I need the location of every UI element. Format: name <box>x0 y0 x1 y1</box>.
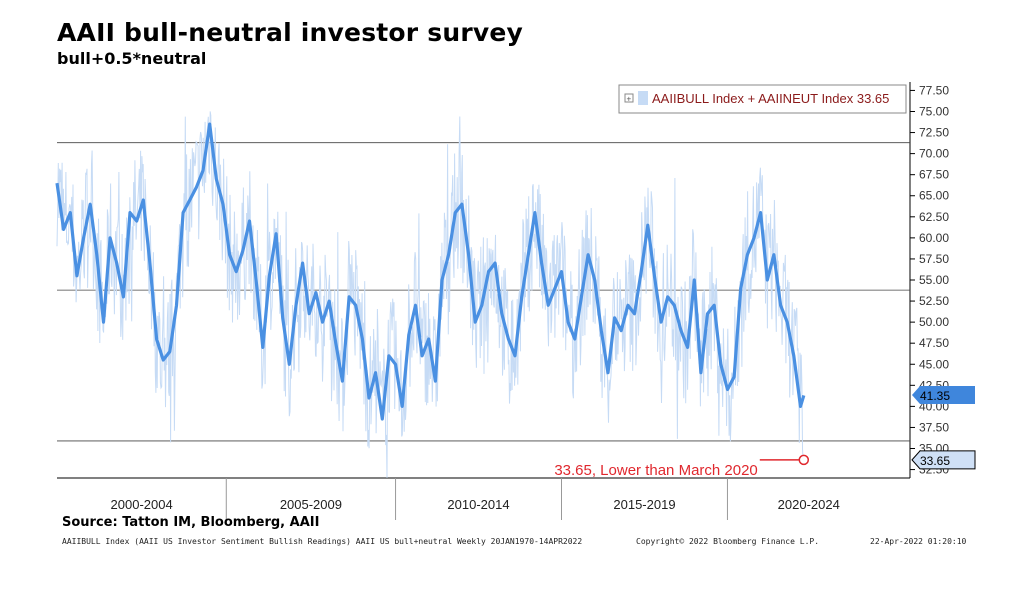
legend-box <box>618 84 907 114</box>
x-category-label: 2005-2009 <box>280 497 342 512</box>
x-category-label: 2015-2019 <box>613 497 675 512</box>
y-tick-label: 45.00 <box>919 357 949 371</box>
x-category-label: 2010-2014 <box>447 497 509 512</box>
x-category-label: 2000-2004 <box>111 497 173 512</box>
y-tick-label: 70.00 <box>919 147 949 161</box>
last-value-tag <box>912 386 975 405</box>
chart-subtitle: bull+0.5*neutral <box>57 49 207 68</box>
y-tick-label: 75.00 <box>919 104 949 118</box>
last-value-label: 33.65 <box>920 454 950 468</box>
y-tick-label: 77.50 <box>919 83 949 97</box>
last-value-tag <box>911 450 976 470</box>
moving-average-line <box>55 122 806 421</box>
chart-title: AAII bull-neutral investor survey <box>57 18 523 47</box>
legend-label: AAIIBULL Index + AAIINEUT Index 33.65 <box>652 91 889 106</box>
last-value-label: 41.35 <box>920 389 950 403</box>
legend-toggle-icon <box>624 93 634 103</box>
y-tick-label: 72.50 <box>919 126 949 140</box>
y-tick-label: 67.50 <box>919 168 949 182</box>
y-tick-label: 37.50 <box>919 420 949 434</box>
y-tick-label: 62.50 <box>919 210 949 224</box>
y-tick-label: 60.00 <box>919 231 949 245</box>
legend-swatch <box>638 91 648 105</box>
weekly-series-line <box>56 111 804 478</box>
y-tick-label: 55.00 <box>919 273 949 287</box>
y-tick-label: 47.50 <box>919 336 949 350</box>
y-tick-label: 50.00 <box>919 315 949 329</box>
legend-toggle-glyph: + <box>627 95 632 104</box>
y-tick-label: 57.50 <box>919 252 949 266</box>
footer-timestamp: 22-Apr-2022 01:20:10 <box>870 537 967 546</box>
x-category-label: 2020-2024 <box>778 497 840 512</box>
y-tick-label: 65.00 <box>919 189 949 203</box>
annotation-marker <box>798 454 810 466</box>
annotation-text: 33.65, Lower than March 2020 <box>554 462 757 479</box>
footer-description: AAIIBULL Index (AAII US Investor Sentime… <box>62 537 583 546</box>
y-tick-label: 52.50 <box>919 294 949 308</box>
source-note: Source: Tatton IM, Bloomberg, AAII <box>62 515 320 530</box>
footer-copyright: Copyright© 2022 Bloomberg Finance L.P. <box>636 537 820 546</box>
